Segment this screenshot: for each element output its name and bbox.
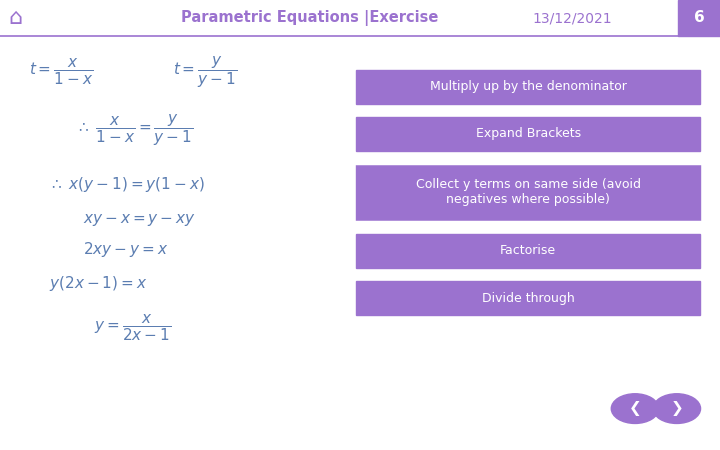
Bar bbox=[356, 117, 700, 151]
Text: $y(2x-1) = x$: $y(2x-1) = x$ bbox=[49, 274, 148, 293]
Text: Multiply up by the denominator: Multiply up by the denominator bbox=[430, 80, 626, 93]
Text: Expand Brackets: Expand Brackets bbox=[475, 127, 581, 140]
Text: Divide through: Divide through bbox=[482, 292, 575, 305]
Text: $\therefore\; x(y-1) = y(1-x)$: $\therefore\; x(y-1) = y(1-x)$ bbox=[49, 175, 204, 194]
Bar bbox=[356, 164, 700, 220]
Text: 6: 6 bbox=[694, 10, 704, 26]
Text: $t = \dfrac{x}{1-x}$: $t = \dfrac{x}{1-x}$ bbox=[29, 57, 93, 87]
Text: Parametric Equations |Exercise: Parametric Equations |Exercise bbox=[181, 10, 438, 26]
Text: $y = \dfrac{x}{2x-1}$: $y = \dfrac{x}{2x-1}$ bbox=[94, 314, 171, 343]
Text: 13/12/2021: 13/12/2021 bbox=[533, 11, 612, 25]
Text: $t = \dfrac{y}{y-1}$: $t = \dfrac{y}{y-1}$ bbox=[173, 54, 237, 90]
Bar bbox=[356, 281, 700, 315]
Bar bbox=[356, 234, 700, 268]
Bar bbox=[352, 162, 704, 222]
Circle shape bbox=[653, 394, 701, 423]
Text: $\therefore\; \dfrac{x}{1-x} = \dfrac{y}{y-1}$: $\therefore\; \dfrac{x}{1-x} = \dfrac{y}… bbox=[76, 112, 193, 148]
Text: $xy - x = y - xy$: $xy - x = y - xy$ bbox=[83, 212, 196, 229]
Bar bbox=[678, 0, 720, 36]
Bar bbox=[352, 162, 704, 222]
Text: $2xy - y = x$: $2xy - y = x$ bbox=[83, 240, 168, 259]
Circle shape bbox=[611, 394, 659, 423]
Text: Collect y terms on same side (avoid
negatives where possible): Collect y terms on same side (avoid nega… bbox=[415, 178, 641, 207]
Text: ❯: ❯ bbox=[670, 401, 683, 416]
Text: ❮: ❮ bbox=[629, 401, 642, 416]
Bar bbox=[356, 70, 700, 104]
Text: ⌂: ⌂ bbox=[9, 8, 23, 28]
Text: Factorise: Factorise bbox=[500, 244, 556, 257]
